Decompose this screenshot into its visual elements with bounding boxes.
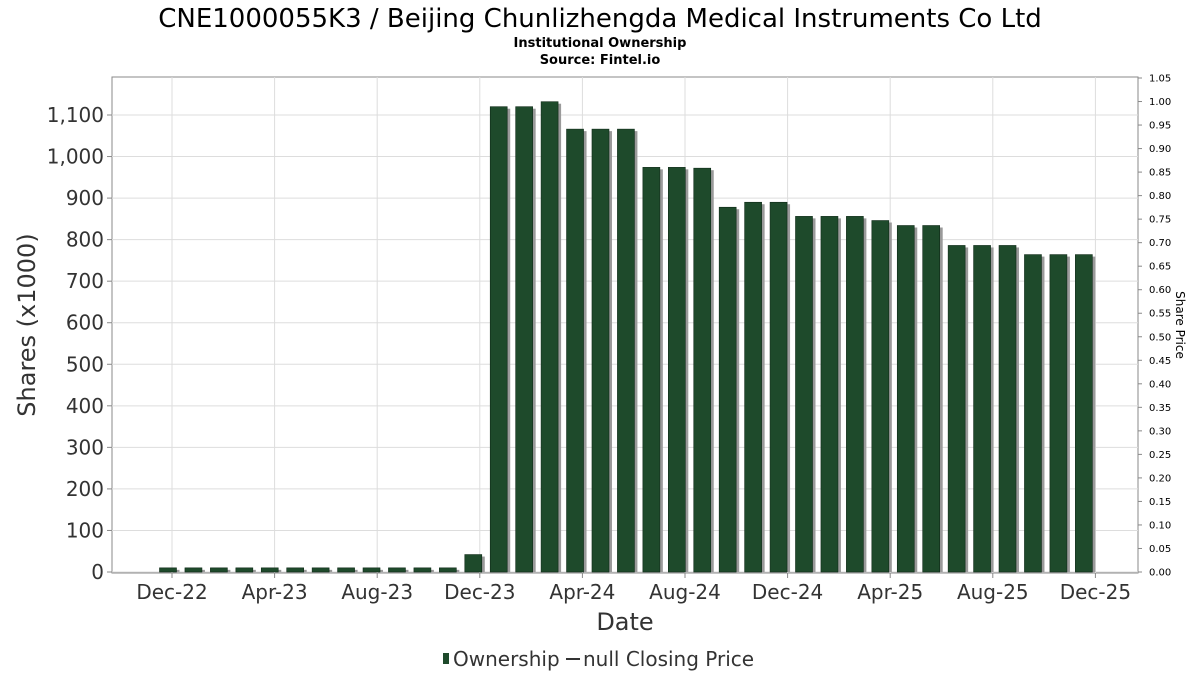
- y-tick-label: 400: [66, 394, 104, 418]
- bar: [489, 106, 508, 573]
- y2-tick-label: 0.35: [1149, 403, 1171, 414]
- y2-tick-label: 0.80: [1149, 191, 1171, 202]
- x-tick-label: Apr-23: [242, 580, 308, 604]
- bar: [413, 567, 432, 573]
- bar: [947, 245, 966, 573]
- bar: [515, 106, 533, 573]
- bar: [896, 225, 915, 573]
- bar: [617, 128, 635, 573]
- bar: [210, 567, 228, 573]
- bar: [464, 554, 483, 573]
- chart-title: CNE1000055K3 / Beijing Chunlizhengda Med…: [158, 4, 1042, 34]
- y-tick-label: 200: [66, 477, 104, 501]
- bar: [769, 201, 788, 573]
- bar: [362, 567, 381, 573]
- y2-tick-label: 1.00: [1149, 97, 1171, 108]
- bar: [235, 567, 254, 573]
- y-axis: 0 100 200 300 400 500 600 700 800 900 1,000 1,100: [47, 103, 112, 584]
- y2-tick-label: 0.40: [1149, 379, 1171, 390]
- bar: [159, 567, 177, 573]
- bar: [871, 220, 890, 573]
- y2-tick-label: 0.70: [1149, 238, 1171, 249]
- y2-tick-label: 1.05: [1149, 74, 1171, 85]
- y2-axis: 0.00 0.05 0.10 0.15 0.20 0.25 0.30 0.35 0.40 0.45…: [1138, 74, 1171, 579]
- y2-tick-label: 0.90: [1149, 144, 1171, 155]
- bar: [566, 128, 584, 573]
- bar: [642, 167, 661, 573]
- legend-ownership-swatch: [443, 653, 449, 664]
- chart-source: Source: Fintel.io: [540, 53, 661, 68]
- bar: [846, 216, 864, 573]
- y2-tick-label: 0.95: [1149, 121, 1171, 132]
- y-tick-label: 900: [66, 186, 104, 210]
- bar: [1075, 254, 1093, 573]
- bar: [718, 206, 737, 573]
- y2-tick-label: 0.45: [1149, 356, 1171, 367]
- x-tick-label: Apr-24: [549, 580, 615, 604]
- bar: [922, 225, 941, 573]
- y2-tick-label: 0.60: [1149, 285, 1171, 296]
- x-tick-label: Aug-24: [649, 580, 721, 604]
- y2-tick-label: 0.10: [1149, 520, 1171, 531]
- bar: [286, 567, 305, 573]
- bar: [439, 567, 457, 573]
- y-tick-label: 500: [66, 352, 104, 376]
- x-tick-label: Dec-24: [752, 580, 823, 604]
- y2-tick-label: 0.25: [1149, 450, 1171, 461]
- y2-tick-label: 0.55: [1149, 309, 1171, 320]
- y-tick-label: 100: [66, 518, 104, 542]
- y2-tick-label: 0.05: [1149, 544, 1171, 555]
- x-axis-label: Date: [596, 608, 653, 636]
- y-tick-label: 800: [66, 228, 104, 252]
- y2-tick-label: 0.85: [1149, 168, 1171, 179]
- bar: [540, 101, 559, 573]
- bar: [1049, 254, 1068, 573]
- y2-tick-label: 0.30: [1149, 426, 1171, 437]
- y-tick-label: 1,100: [47, 103, 104, 127]
- legend: Ownership null Closing Price: [443, 647, 754, 671]
- chart-subtitle: Institutional Ownership: [514, 36, 687, 51]
- y2-tick-label: 0.20: [1149, 473, 1171, 484]
- y-tick-label: 300: [66, 435, 104, 459]
- x-tick-label: Dec-25: [1060, 580, 1131, 604]
- bar: [973, 245, 991, 573]
- bar: [744, 201, 762, 573]
- legend-ownership-label: Ownership: [453, 647, 560, 671]
- y-tick-label: 1,000: [47, 145, 104, 169]
- bar: [337, 567, 355, 573]
- x-axis: Dec-22 Apr-23 Aug-23 Dec-23 Apr-24 Aug-24 Dec-…: [136, 573, 1131, 604]
- bar: [998, 245, 1017, 573]
- y2-tick-label: 0.50: [1149, 332, 1171, 343]
- y2-axis-label: Share Price: [1173, 291, 1187, 359]
- bar: [820, 216, 839, 573]
- x-tick-label: Dec-22: [136, 580, 207, 604]
- bar: [591, 128, 610, 573]
- y-axis-label: Shares (x1000): [13, 233, 41, 416]
- bar: [693, 167, 712, 573]
- y2-tick-label: 0.65: [1149, 262, 1171, 273]
- x-tick-label: Apr-25: [857, 580, 923, 604]
- legend-price-label: null Closing Price: [583, 647, 754, 671]
- bars: [159, 101, 1096, 573]
- bar: [311, 567, 330, 573]
- bar: [388, 567, 406, 573]
- bar: [184, 567, 203, 573]
- bar: [667, 167, 686, 573]
- bar: [260, 567, 279, 573]
- y2-tick-label: 0.15: [1149, 497, 1171, 508]
- y2-tick-label: 0.00: [1149, 568, 1171, 579]
- x-tick-label: Aug-25: [957, 580, 1029, 604]
- bar: [1024, 254, 1042, 573]
- x-tick-label: Dec-23: [444, 580, 515, 604]
- bar: [795, 216, 813, 573]
- x-tick-label: Aug-23: [341, 580, 413, 604]
- y-tick-label: 700: [66, 269, 104, 293]
- y-tick-label: 0: [91, 560, 104, 584]
- y2-tick-label: 0.75: [1149, 215, 1171, 226]
- y-tick-label: 600: [66, 311, 104, 335]
